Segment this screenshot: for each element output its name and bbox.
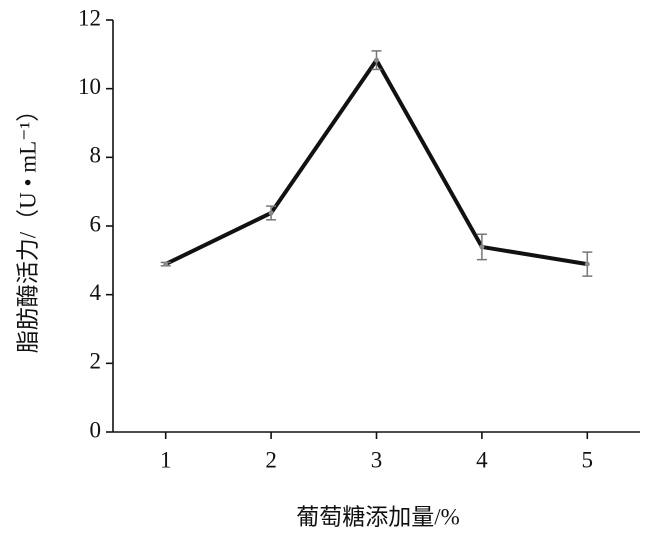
y-axis-label: 脂肪酶活力/（U • mL⁻¹） — [15, 99, 40, 354]
x-tick-label: 5 — [582, 447, 594, 472]
y-tick-label: 12 — [78, 5, 101, 30]
x-tick-label: 4 — [476, 447, 488, 472]
point — [268, 210, 274, 216]
y-tick-label: 10 — [78, 74, 101, 99]
y-tick-label: 6 — [90, 211, 102, 236]
y-tick-label: 2 — [90, 349, 102, 374]
x-tick-label: 1 — [160, 447, 172, 472]
y-tick-label: 4 — [90, 280, 102, 305]
data-line — [164, 58, 588, 267]
x-axis-label: 葡萄糖添加量/% — [296, 504, 460, 529]
x-tick-label: 2 — [265, 447, 277, 472]
y-tick-label: 8 — [90, 143, 102, 168]
point — [479, 244, 485, 250]
point — [163, 261, 169, 267]
x-tick-label: 3 — [371, 447, 383, 472]
point — [374, 57, 379, 63]
point — [584, 261, 590, 267]
y-tick-label: 0 — [90, 417, 102, 442]
